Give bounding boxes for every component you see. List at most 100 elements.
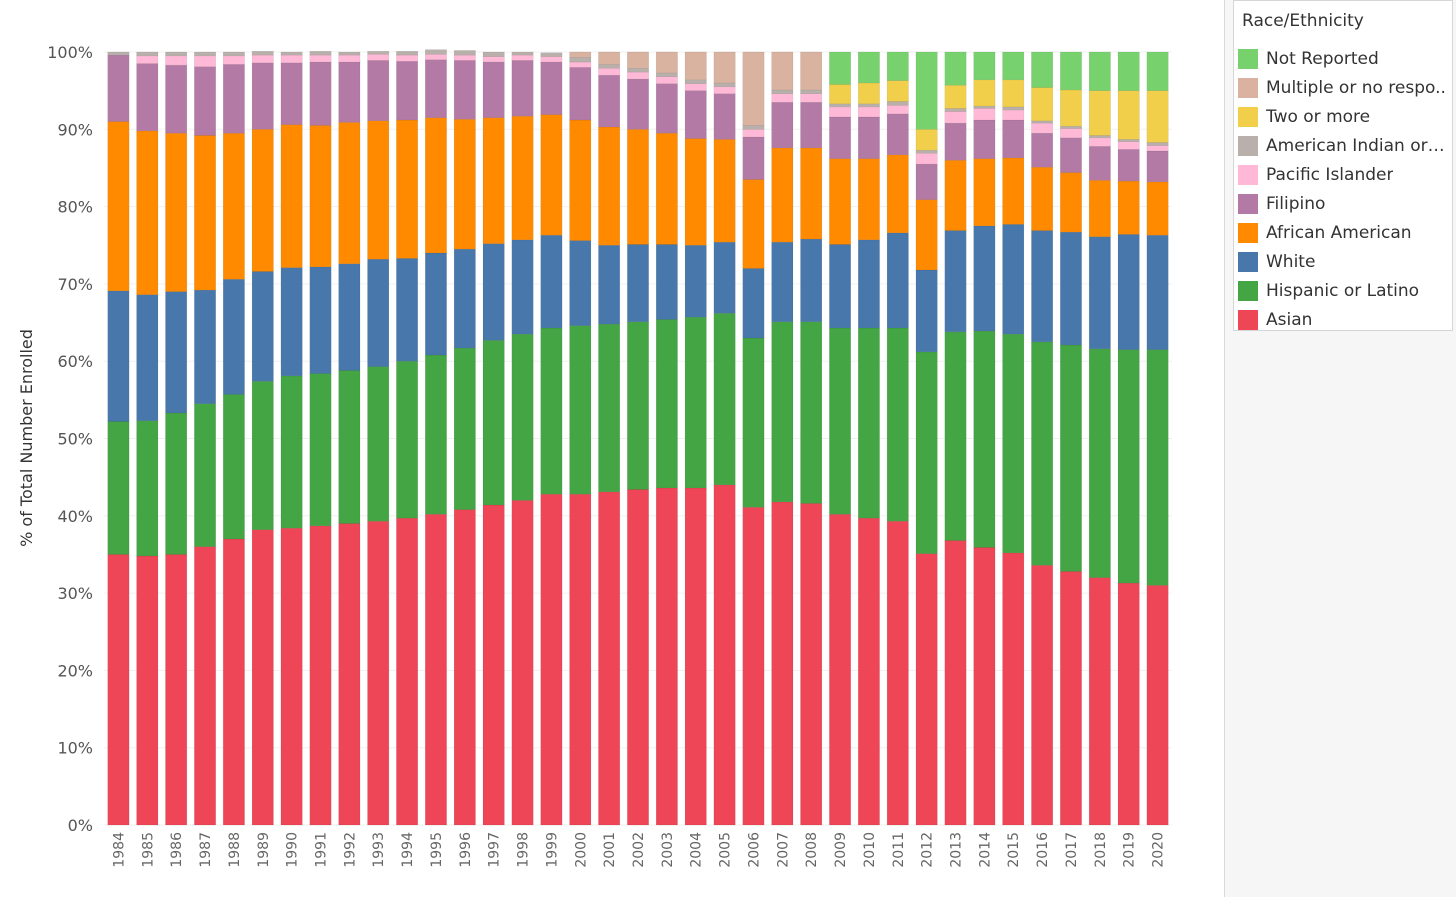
bar-segment[interactable]: [425, 59, 447, 118]
bar-segment[interactable]: [1117, 349, 1140, 584]
bar-segment[interactable]: [829, 327, 851, 515]
bar-segment[interactable]: [944, 84, 967, 109]
bar-segment[interactable]: [136, 420, 159, 557]
bar-segment[interactable]: [684, 90, 707, 139]
bar-segment[interactable]: [1117, 51, 1140, 91]
bar-segment[interactable]: [482, 504, 505, 826]
bar-segment[interactable]: [598, 126, 621, 246]
bar-segment[interactable]: [713, 82, 736, 88]
bar-segment[interactable]: [569, 51, 592, 58]
bar-segment[interactable]: [251, 271, 274, 382]
bar-segment[interactable]: [482, 51, 505, 57]
bar-segment[interactable]: [194, 55, 216, 67]
bar-segment[interactable]: [655, 51, 678, 74]
bar-segment[interactable]: [857, 51, 880, 84]
bar-segment[interactable]: [598, 245, 621, 325]
legend-item[interactable]: Two or more: [1238, 104, 1450, 130]
bar-segment[interactable]: [194, 135, 216, 291]
bar-segment[interactable]: [944, 122, 967, 161]
legend-item[interactable]: White: [1238, 249, 1450, 275]
bar-segment[interactable]: [569, 61, 592, 68]
bar-segment[interactable]: [973, 225, 996, 332]
bar-segment[interactable]: [569, 240, 592, 326]
bar-segment[interactable]: [742, 507, 765, 826]
bar-segment[interactable]: [886, 105, 909, 115]
bar-segment[interactable]: [338, 523, 361, 826]
bar-segment[interactable]: [540, 56, 563, 63]
bar-segment[interactable]: [857, 116, 880, 159]
bar-segment[interactable]: [222, 64, 245, 134]
legend-item[interactable]: Pacific Islander: [1238, 162, 1450, 188]
bar-segment[interactable]: [569, 57, 592, 63]
bar-segment[interactable]: [540, 61, 563, 115]
bar-segment[interactable]: [1146, 585, 1169, 826]
bar-segment[interactable]: [367, 520, 390, 826]
bar-segment[interactable]: [1088, 90, 1111, 136]
bar-segment[interactable]: [425, 49, 447, 55]
bar-segment[interactable]: [1088, 51, 1111, 91]
bar-segment[interactable]: [973, 330, 996, 548]
bar-segment[interactable]: [973, 51, 996, 81]
bar-segment[interactable]: [222, 279, 245, 395]
bar-segment[interactable]: [569, 493, 592, 826]
bar-segment[interactable]: [396, 119, 419, 259]
bar-segment[interactable]: [338, 54, 361, 63]
bar-segment[interactable]: [280, 54, 303, 64]
bar-segment[interactable]: [742, 268, 765, 339]
bar-segment[interactable]: [1088, 577, 1111, 826]
bar-segment[interactable]: [1002, 79, 1025, 108]
bar-segment[interactable]: [1002, 109, 1025, 121]
bar-segment[interactable]: [944, 51, 967, 86]
bar-segment[interactable]: [165, 554, 188, 826]
bar-segment[interactable]: [857, 158, 880, 241]
bar-segment[interactable]: [425, 252, 447, 356]
bar-segment[interactable]: [396, 360, 419, 519]
bar-segment[interactable]: [1031, 132, 1054, 168]
bar-segment[interactable]: [1060, 89, 1082, 127]
bar-segment[interactable]: [251, 50, 274, 56]
bar-segment[interactable]: [1146, 181, 1169, 236]
bar-segment[interactable]: [367, 258, 390, 367]
bar-segment[interactable]: [829, 106, 851, 118]
bar-segment[interactable]: [251, 129, 274, 272]
bar-segment[interactable]: [1117, 149, 1140, 182]
bar-segment[interactable]: [280, 527, 303, 826]
bar-segment[interactable]: [1002, 119, 1025, 159]
bar-segment[interactable]: [598, 323, 621, 493]
bar-segment[interactable]: [280, 124, 303, 268]
bar-segment[interactable]: [771, 147, 794, 243]
bar-segment[interactable]: [627, 67, 649, 73]
bar-segment[interactable]: [136, 130, 159, 295]
bar-segment[interactable]: [396, 54, 419, 62]
bar-segment[interactable]: [655, 76, 678, 84]
bar-segment[interactable]: [1088, 236, 1111, 350]
bar-segment[interactable]: [280, 375, 303, 529]
bar-segment[interactable]: [396, 50, 419, 56]
bar-segment[interactable]: [1002, 224, 1025, 335]
bar-segment[interactable]: [194, 66, 216, 136]
bar-segment[interactable]: [165, 51, 188, 57]
bar-segment[interactable]: [915, 553, 938, 826]
bar-segment[interactable]: [136, 294, 159, 421]
bar-segment[interactable]: [309, 125, 332, 268]
bar-segment[interactable]: [338, 370, 361, 524]
bar-segment[interactable]: [1146, 51, 1169, 91]
bar-segment[interactable]: [829, 51, 851, 85]
bar-segment[interactable]: [540, 493, 563, 826]
bar-segment[interactable]: [800, 238, 823, 323]
bar-segment[interactable]: [1146, 145, 1169, 152]
bar-segment[interactable]: [829, 116, 851, 159]
bar-segment[interactable]: [915, 153, 938, 165]
legend-item[interactable]: Not Reported: [1238, 46, 1450, 72]
bar-segment[interactable]: [482, 117, 505, 244]
bar-segment[interactable]: [194, 546, 216, 826]
bar-segment[interactable]: [222, 55, 245, 65]
bar-segment[interactable]: [251, 381, 274, 530]
bar-segment[interactable]: [886, 154, 909, 234]
bar-segment[interactable]: [511, 51, 534, 56]
bar-segment[interactable]: [973, 119, 996, 159]
bar-segment[interactable]: [511, 239, 534, 335]
bar-segment[interactable]: [857, 239, 880, 329]
bar-segment[interactable]: [309, 61, 332, 126]
bar-segment[interactable]: [482, 243, 505, 341]
